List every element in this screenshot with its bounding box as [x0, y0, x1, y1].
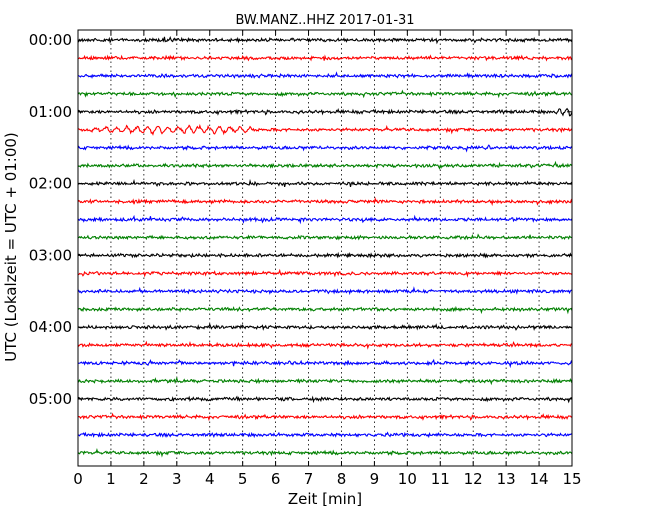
trace-17 [77, 340, 573, 350]
y-tick-label: 03:00 [29, 246, 72, 264]
trace-5 [77, 123, 573, 136]
trace-4 [77, 107, 573, 117]
trace-18 [77, 358, 573, 369]
x-tick-label: 5 [238, 470, 248, 488]
trace-11 [77, 233, 573, 241]
minute-grid [110, 30, 540, 466]
x-tick-label: 1 [106, 470, 116, 488]
trace-group [77, 36, 573, 458]
x-tick-label: 2 [139, 470, 149, 488]
y-tick-label: 05:00 [29, 390, 72, 408]
x-tick-label: 10 [398, 470, 417, 488]
trace-10 [77, 214, 573, 225]
trace-9 [77, 196, 573, 207]
trace-3 [77, 89, 573, 99]
trace-19 [77, 376, 573, 386]
trace-0 [77, 36, 573, 45]
x-tick-label: 15 [562, 470, 581, 488]
trace-13 [77, 268, 573, 278]
x-tick-label: 7 [304, 470, 314, 488]
trace-20 [77, 395, 573, 404]
y-tick-label: 02:00 [29, 175, 72, 193]
y-tick-label: 00:00 [29, 31, 72, 49]
trace-22 [77, 431, 573, 439]
x-tick-label: 6 [271, 470, 281, 488]
x-tick-label: 12 [464, 470, 483, 488]
plot-frame [77, 29, 573, 467]
x-tick-label: 0 [73, 470, 83, 488]
trace-1 [77, 54, 573, 62]
y-tick-label: 04:00 [29, 318, 72, 336]
x-tick-label: 3 [172, 470, 182, 488]
x-tick-label: 13 [497, 470, 516, 488]
trace-14 [77, 286, 573, 296]
chart-title: BW.MANZ..HHZ 2017-01-31 [235, 13, 414, 28]
y-axis-label: UTC (Lokalzeit = UTC + 01:00) [2, 132, 20, 362]
x-tick-label: 8 [337, 470, 347, 488]
trace-8 [77, 178, 573, 188]
x-tick-label: 9 [370, 470, 380, 488]
trace-15 [77, 305, 573, 315]
trace-16 [77, 322, 573, 331]
trace-23 [77, 448, 573, 458]
trace-7 [77, 160, 573, 170]
trace-2 [77, 71, 573, 80]
axes: 0 1 2 3 4 5 6 7 8 9 10 11 12 13 14 1500:0001:0002:0003:… [29, 29, 582, 488]
trace-6 [77, 144, 573, 153]
x-tick-label: 14 [530, 470, 549, 488]
y-tick-label: 01:00 [29, 103, 72, 121]
x-tick-label: 4 [205, 470, 215, 488]
trace-21 [77, 412, 573, 422]
trace-12 [77, 251, 573, 259]
x-tick-label: 11 [431, 470, 450, 488]
x-axis-label: Zeit [min] [288, 490, 362, 508]
